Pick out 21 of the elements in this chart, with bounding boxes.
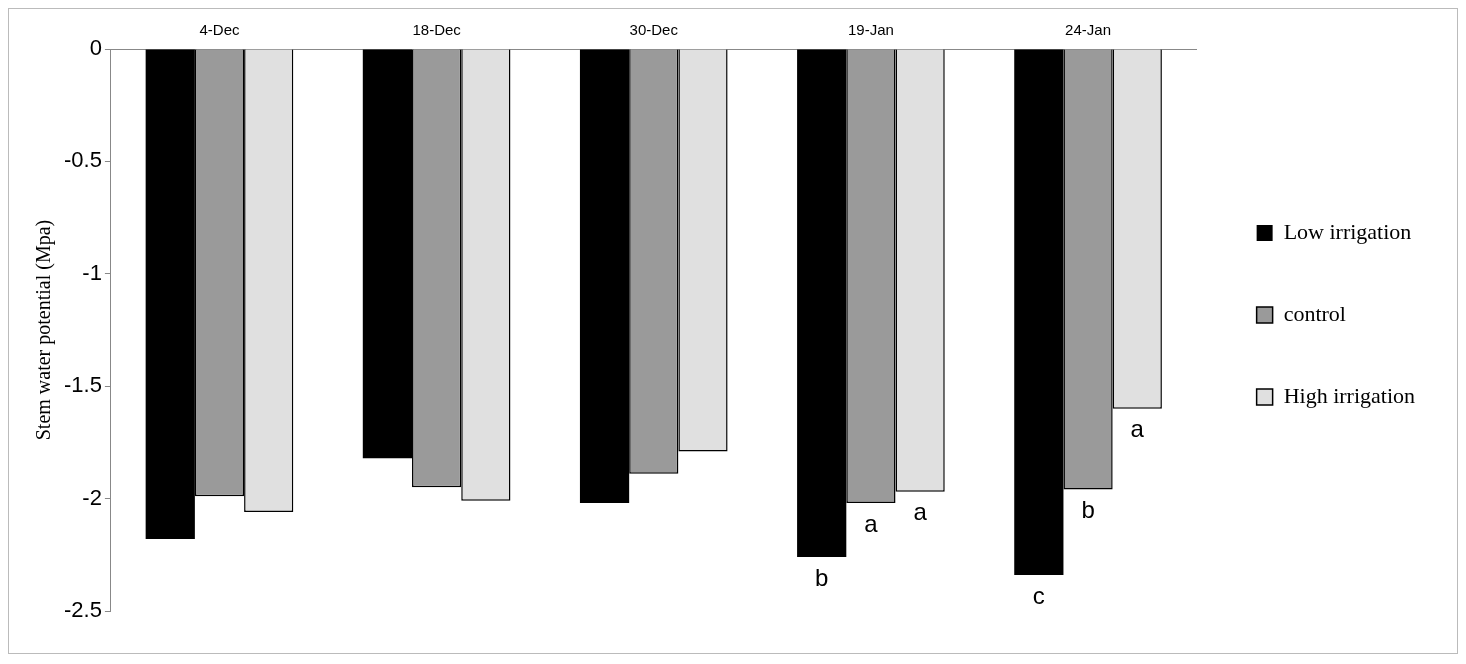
y-tick-label: -2: [82, 484, 102, 510]
legend-label: Low irrigation: [1283, 218, 1412, 244]
y-tick-label: -1.5: [63, 372, 102, 398]
x-tick-label: 24-Jan: [1065, 21, 1111, 39]
y-axis-title: Stem water potential (Mpa): [32, 219, 56, 441]
y-tick-label: -0.5: [63, 147, 102, 173]
legend-label: High irrigation: [1283, 382, 1416, 408]
data-label: b: [815, 563, 829, 591]
y-tick-label: -1: [82, 259, 102, 285]
legend-label: control: [1283, 300, 1346, 326]
x-tick-label: 18-Dec: [412, 21, 462, 39]
data-label: a: [913, 498, 928, 526]
data-label: a: [1130, 415, 1145, 443]
y-tick-label: -2.5: [63, 597, 102, 623]
x-tick-label: 19-Jan: [847, 21, 894, 39]
data-label: c: [1032, 581, 1045, 609]
x-tick-label: 30-Dec: [629, 21, 679, 39]
x-tick-label: 4-Dec: [199, 21, 240, 39]
data-label: b: [1081, 496, 1095, 524]
data-label: a: [864, 509, 879, 537]
y-tick-label: 0: [89, 35, 102, 61]
